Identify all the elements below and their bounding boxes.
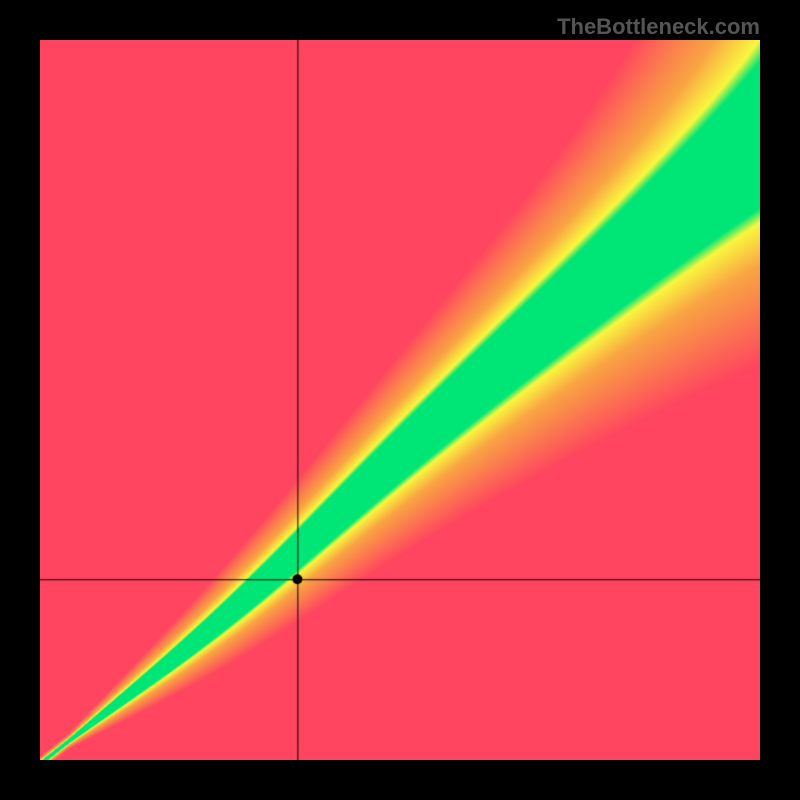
- chart-container: { "outer": { "w": 800, "h": 800 }, "plot…: [0, 0, 800, 800]
- heatmap-canvas: [40, 40, 760, 760]
- watermark-text: TheBottleneck.com: [557, 14, 760, 40]
